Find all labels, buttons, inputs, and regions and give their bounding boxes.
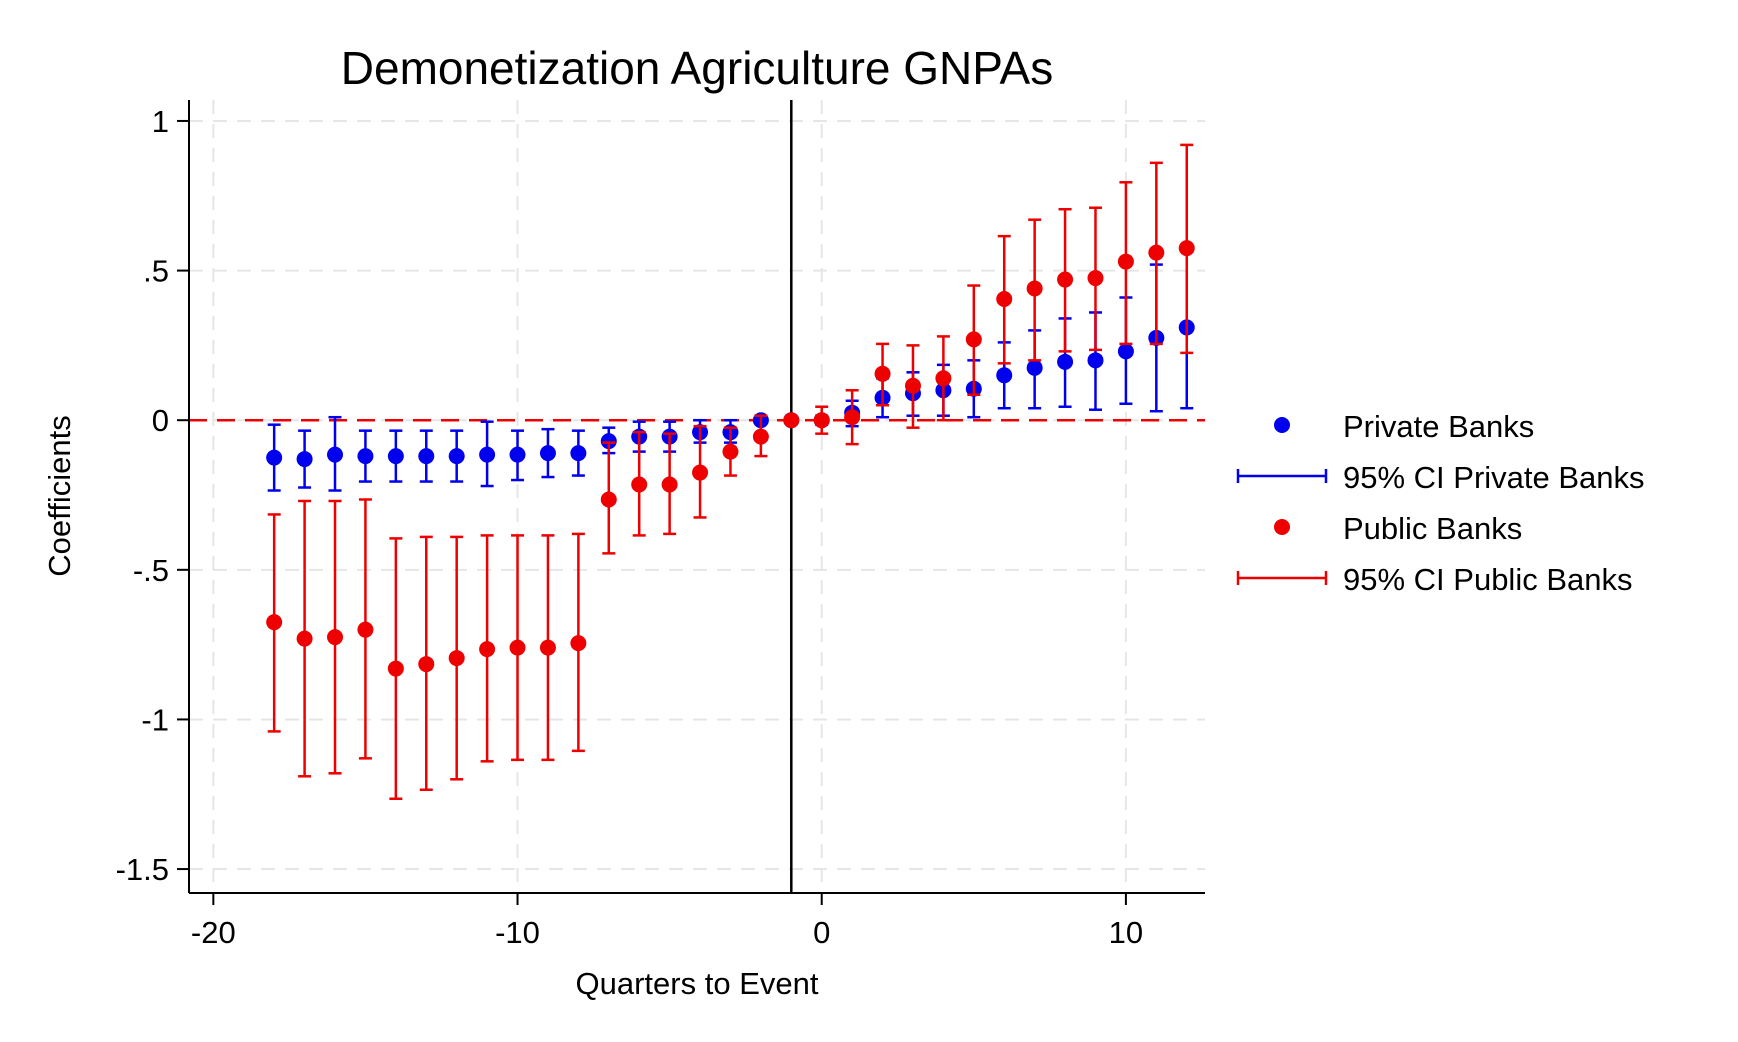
private-point xyxy=(600,433,617,450)
y-tick-label: .5 xyxy=(143,254,169,289)
public-point xyxy=(1057,271,1074,288)
y-tick-label: 1 xyxy=(152,104,169,139)
legend-label: 95% CI Public Banks xyxy=(1343,562,1632,597)
private-point xyxy=(448,448,465,465)
public-point xyxy=(387,660,404,677)
private-point xyxy=(509,446,526,463)
public-point xyxy=(874,365,891,382)
public-point xyxy=(692,464,709,481)
legend-label: Public Banks xyxy=(1343,511,1522,546)
public-point xyxy=(1117,253,1134,270)
public-point xyxy=(539,639,556,656)
private-point xyxy=(1057,353,1074,370)
private-point xyxy=(1117,343,1134,360)
data-points xyxy=(266,143,1195,800)
private-point xyxy=(996,367,1013,384)
private-point xyxy=(357,448,374,465)
legend-label: 95% CI Private Banks xyxy=(1343,460,1645,495)
public-point xyxy=(661,476,678,493)
public-point xyxy=(1026,280,1043,297)
legend-label: Private Banks xyxy=(1343,409,1534,444)
public-point xyxy=(783,412,800,429)
x-tick-label: 0 xyxy=(813,915,830,950)
private-point xyxy=(539,445,556,462)
private-point xyxy=(296,451,313,468)
y-tick-label: -1 xyxy=(141,702,169,737)
public-point xyxy=(600,491,617,508)
public-point xyxy=(1178,240,1195,257)
y-axis-label: Coefficients xyxy=(42,415,77,576)
public-point xyxy=(904,377,921,394)
public-point xyxy=(844,409,861,426)
public-point xyxy=(722,443,739,460)
axes xyxy=(188,100,1205,894)
public-point xyxy=(418,656,435,673)
private-point xyxy=(1087,352,1104,369)
chart-title: Demonetization Agriculture GNPAs xyxy=(341,42,1053,94)
public-point xyxy=(1087,270,1104,287)
public-point xyxy=(266,614,283,631)
public-point xyxy=(357,621,374,638)
legend-marker xyxy=(1274,417,1290,433)
public-point xyxy=(631,476,648,493)
public-point xyxy=(1148,244,1165,261)
private-point xyxy=(1026,359,1043,376)
y-tick-label: -1.5 xyxy=(116,852,169,887)
public-point xyxy=(752,428,769,445)
x-tick-label: -20 xyxy=(191,915,236,950)
x-tick-label: -10 xyxy=(495,915,540,950)
public-point xyxy=(935,370,952,387)
legend: Private Banks 95% CI Private Banks Public … xyxy=(1236,409,1645,597)
private-point xyxy=(418,448,435,465)
public-point xyxy=(448,650,465,667)
public-point xyxy=(327,629,344,646)
private-point xyxy=(479,446,496,463)
public-point xyxy=(296,630,313,647)
x-tick-label: 10 xyxy=(1109,915,1143,950)
private-point xyxy=(570,445,587,462)
public-point xyxy=(965,331,982,348)
y-tick-label: -.5 xyxy=(133,553,169,588)
y-tick-label: 0 xyxy=(152,403,169,438)
public-point xyxy=(509,639,526,656)
ticks: 1 .5 0 -.5 -1 -1.5 -20 -10 0 10 xyxy=(116,104,1144,950)
public-point xyxy=(479,641,496,658)
legend-marker xyxy=(1274,519,1290,535)
public-point xyxy=(570,635,587,652)
public-point xyxy=(813,412,830,429)
private-point xyxy=(266,449,283,466)
x-axis-label: Quarters to Event xyxy=(576,966,819,1001)
private-point xyxy=(327,446,344,463)
public-point xyxy=(996,290,1013,307)
private-point xyxy=(387,448,404,465)
